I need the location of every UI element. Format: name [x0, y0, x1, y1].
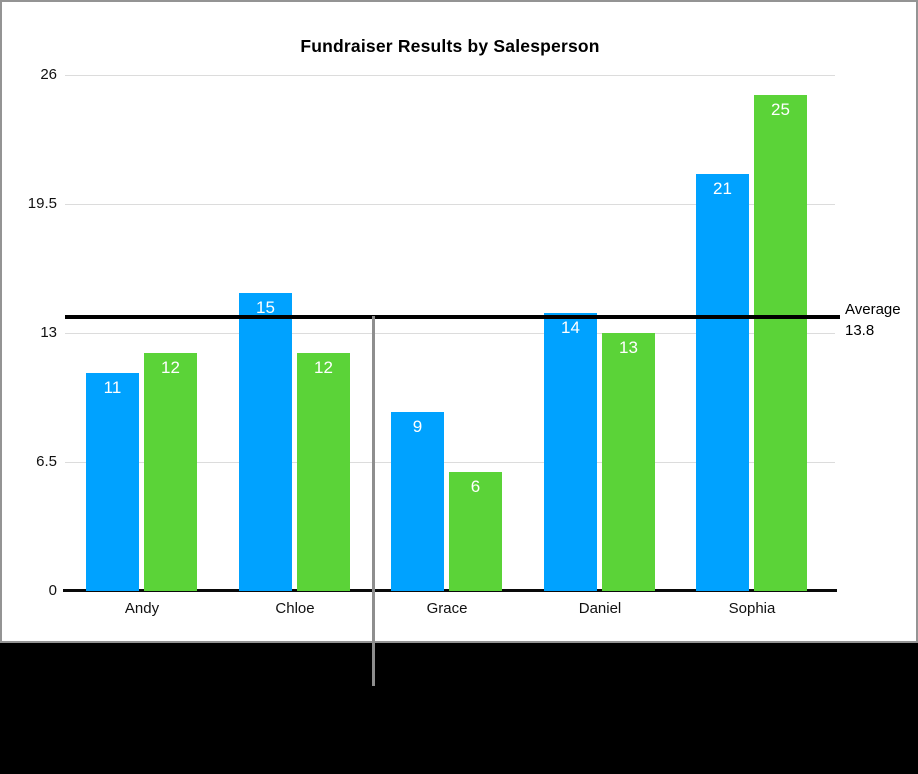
average-line-label-text: Average — [845, 301, 901, 318]
chart-panel: Fundraiser Results by Salesperson 26 19.5… — [0, 0, 918, 643]
average-line-label: Average 13.8 — [845, 299, 901, 341]
bar-blue-chloe — [239, 293, 292, 591]
average-line — [65, 315, 840, 319]
bar-blue-grace — [391, 412, 444, 591]
y-axis-tick-label: 6.5 — [36, 453, 57, 470]
bar-blue-daniel — [544, 313, 597, 591]
bar-value-label: 13 — [619, 338, 638, 357]
bar-blue-andy — [86, 373, 139, 591]
gridline — [65, 204, 835, 205]
chart-title: Fundraiser Results by Salesperson — [300, 36, 600, 56]
bar-blue-sophia — [696, 174, 749, 591]
y-axis-tick-label: 13 — [40, 324, 57, 341]
bar-value-label: 6 — [470, 477, 481, 496]
gridline — [65, 75, 835, 76]
average-line-label-value: 13.8 — [845, 322, 875, 339]
bar-green-daniel — [602, 333, 655, 591]
bar-value-label: 21 — [713, 179, 732, 198]
y-axis-tick-label: 26 — [40, 66, 57, 83]
x-axis-label-grace: Grace — [426, 600, 468, 617]
bar-value-label: 12 — [314, 358, 333, 377]
bar-green-andy — [144, 353, 197, 591]
bar-green-chloe — [297, 353, 350, 591]
cropped-black-band — [0, 643, 918, 774]
gridline — [65, 333, 835, 334]
x-axis-label-sophia: Sophia — [728, 600, 776, 617]
callout-line — [372, 316, 375, 686]
x-axis-label-daniel: Daniel — [578, 600, 622, 617]
bar-value-label: 15 — [256, 298, 275, 317]
bar-value-label: 11 — [103, 378, 122, 397]
plot-area: 26 19.5 13 6.5 0 11 12 Andy 15 12 Chloe 9 6 Grace 14 13… — [28, 66, 840, 617]
y-axis-tick-label: 19.5 — [27, 195, 57, 212]
bar-value-label: 9 — [412, 417, 423, 436]
bar-green-sophia — [754, 95, 807, 591]
x-axis-label-andy: Andy — [124, 600, 160, 617]
bar-green-grace — [449, 472, 502, 591]
x-axis-label-chloe: Chloe — [275, 600, 315, 617]
bar-value-label: 12 — [161, 358, 180, 377]
bar-value-label: 14 — [561, 318, 580, 337]
bar-value-label: 25 — [771, 100, 790, 119]
gridline — [65, 462, 835, 463]
y-axis-tick-label: 0 — [48, 582, 57, 599]
